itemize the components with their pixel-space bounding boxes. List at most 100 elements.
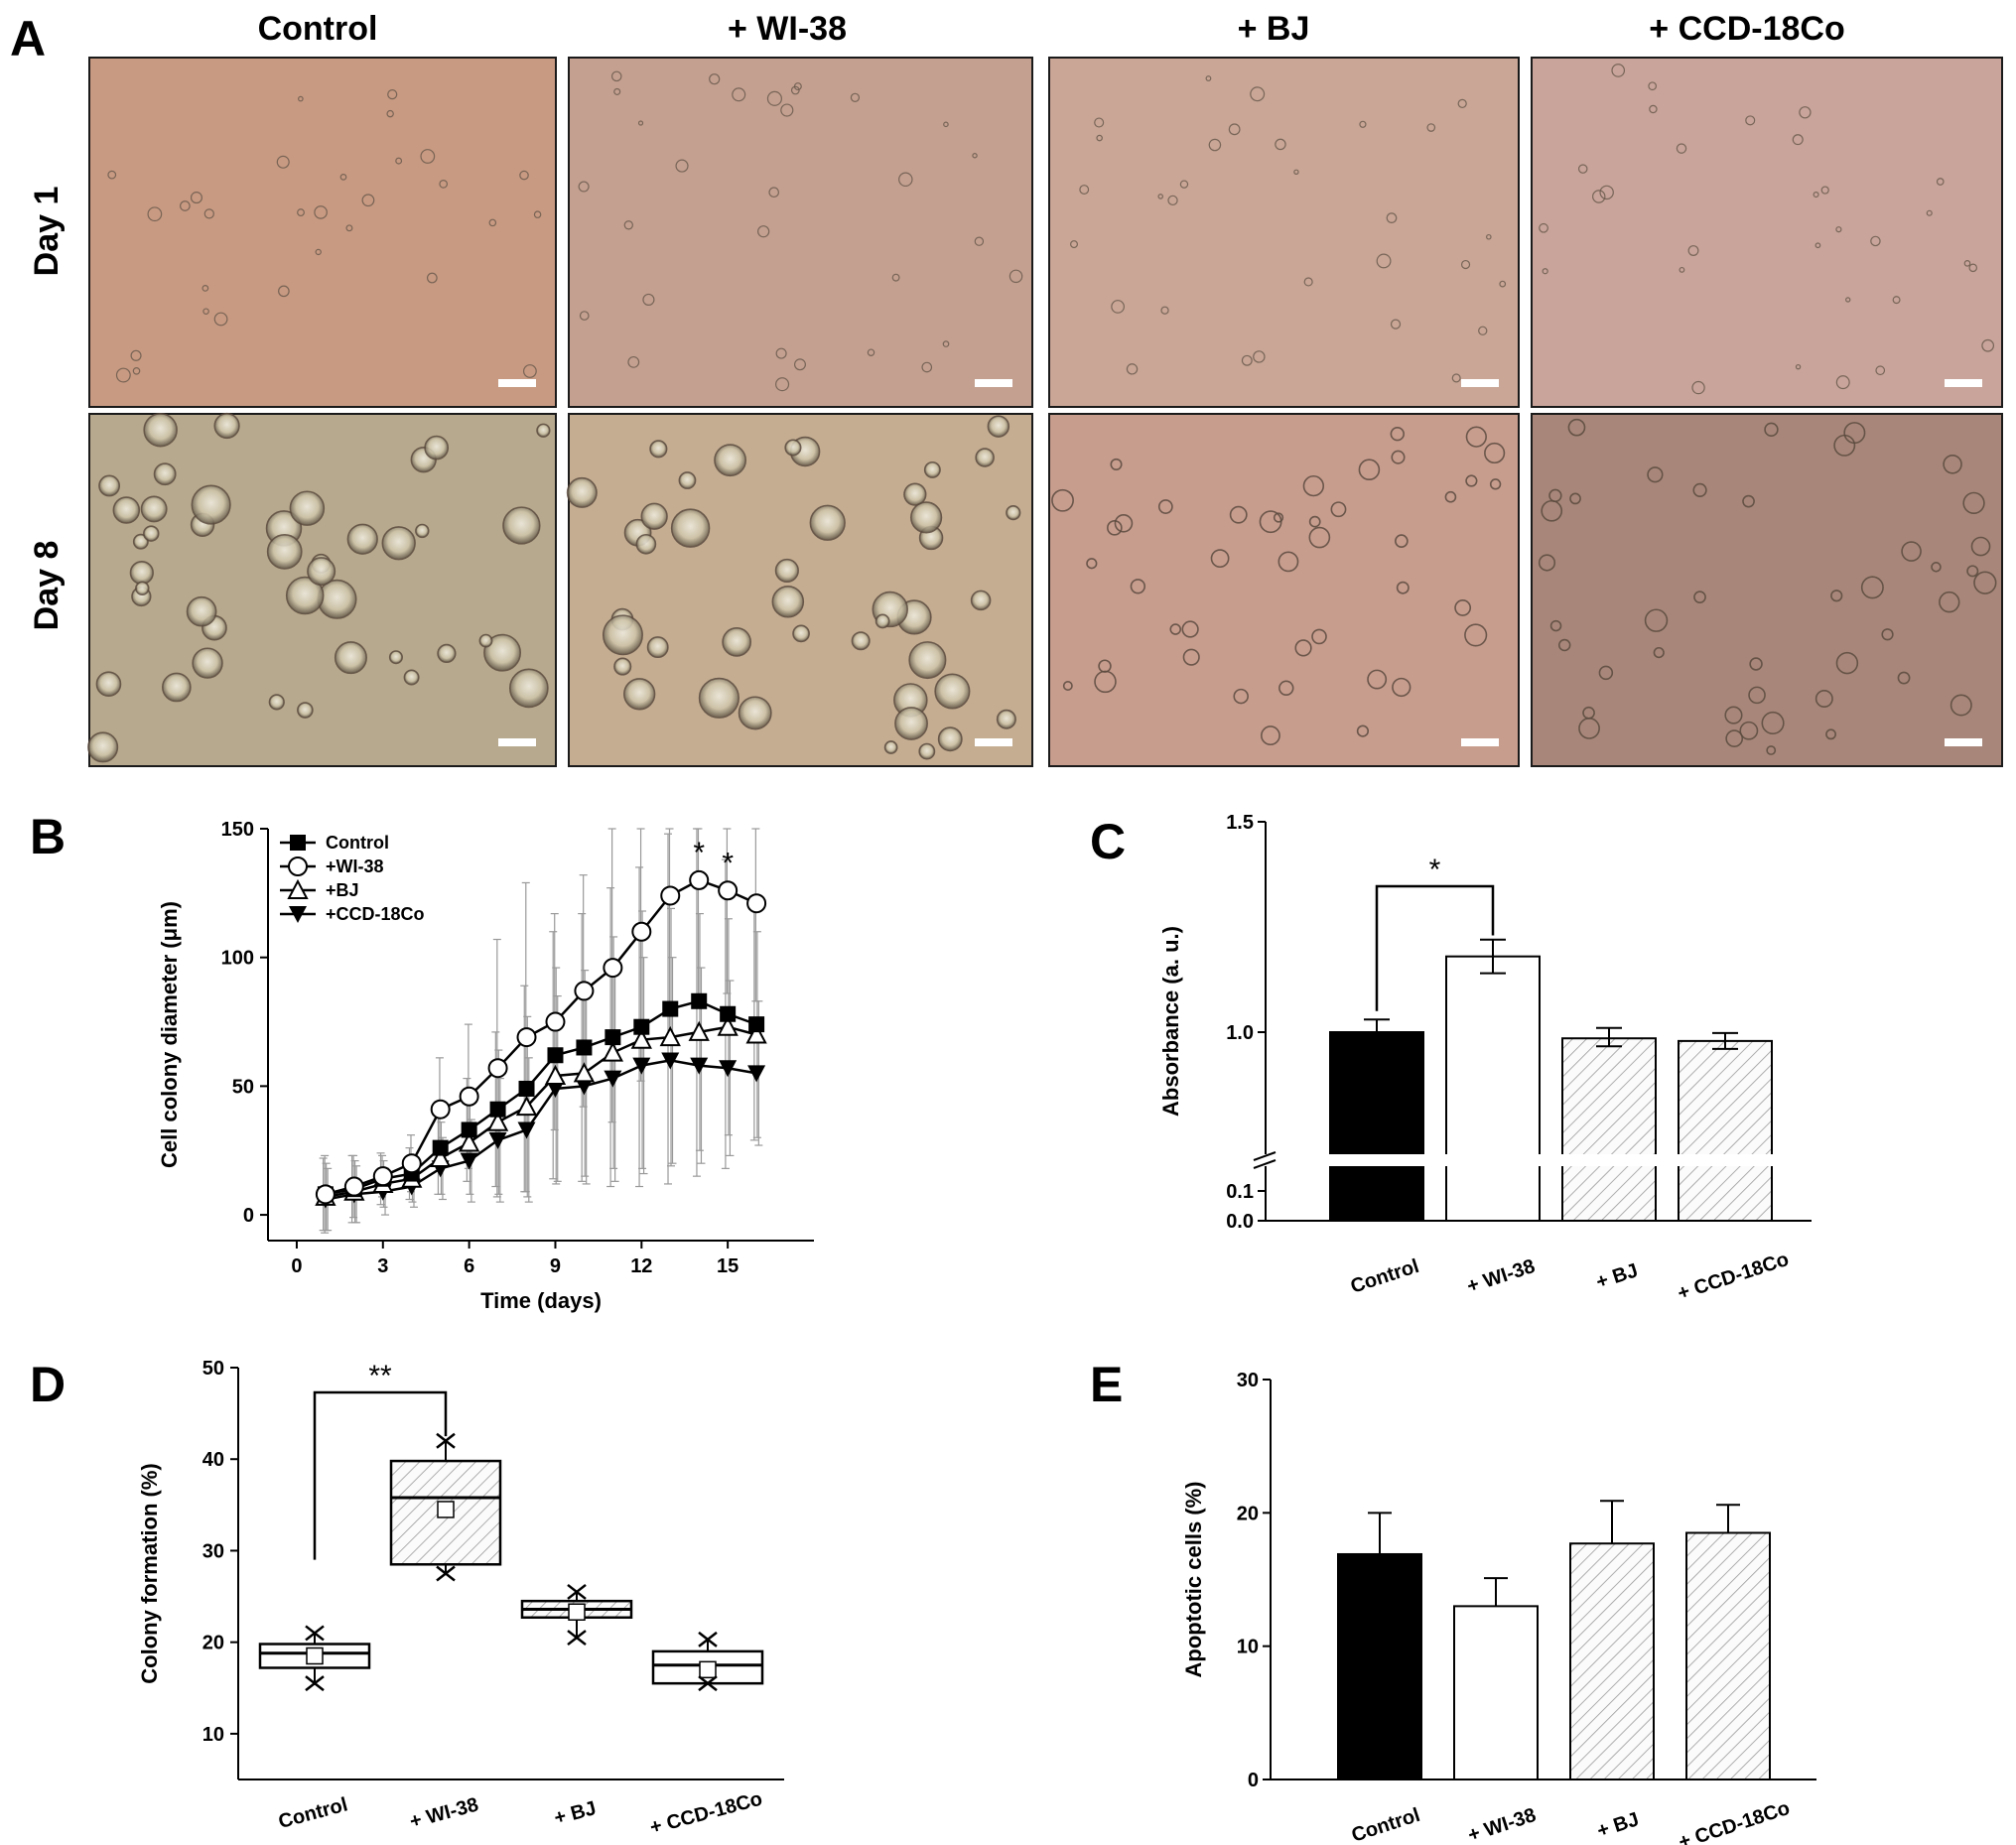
x-tick-label: 3 (377, 1255, 388, 1277)
cell (1293, 169, 1299, 175)
cell (1981, 338, 1995, 352)
cell (1208, 138, 1222, 152)
mean-marker (568, 1603, 586, 1621)
y-tick-label: 150 (221, 819, 254, 841)
cell (203, 208, 214, 219)
cell (1205, 75, 1212, 81)
data-point (315, 1184, 336, 1205)
data-point (691, 992, 708, 1009)
cell (420, 149, 436, 164)
cell (623, 678, 656, 711)
cell (1386, 212, 1398, 224)
cell (1943, 455, 1962, 474)
data-point (746, 893, 767, 914)
cell (1897, 671, 1911, 685)
cell (143, 412, 178, 448)
data-point (633, 1018, 650, 1035)
cell (298, 95, 304, 102)
cell (1107, 520, 1123, 536)
cell (508, 668, 549, 709)
series-line (325, 1059, 757, 1201)
cell (1692, 482, 1707, 498)
cell (578, 181, 590, 193)
data-point (432, 1139, 449, 1156)
cell (1761, 711, 1785, 735)
cell (775, 347, 787, 359)
cell (1745, 115, 1756, 126)
data-point (576, 1039, 593, 1056)
scale-bar (975, 379, 1012, 387)
cell (670, 508, 711, 548)
significance-bracket (1375, 884, 1495, 1011)
cell (1210, 549, 1230, 569)
cell (774, 558, 799, 584)
bar (1337, 1552, 1422, 1781)
cell (1302, 474, 1325, 497)
cell (1592, 190, 1606, 203)
x-tick-label: 15 (717, 1255, 739, 1277)
cell (268, 694, 285, 711)
cell (297, 702, 314, 719)
cell (1465, 474, 1478, 487)
category-label: + CCD-18Co (648, 1788, 765, 1839)
cell (1814, 242, 1821, 249)
cell (190, 192, 202, 204)
micrograph (568, 57, 1033, 408)
cell (974, 236, 985, 246)
cell (533, 210, 542, 218)
data-point (487, 1058, 508, 1079)
data-point (460, 1152, 478, 1170)
cell (98, 474, 121, 497)
cell (381, 526, 416, 561)
cell (1275, 138, 1286, 151)
cell (1126, 363, 1139, 375)
cell (850, 92, 861, 102)
cell (1814, 689, 1833, 709)
legend-label: +CCD-18Co (326, 904, 425, 924)
y-axis-title: Apoptotic cells (%) (1181, 1481, 1206, 1677)
y-tick-label: 10 (1237, 1637, 1259, 1658)
cell (790, 85, 800, 95)
cell (1253, 350, 1266, 363)
data-point (575, 1078, 594, 1096)
cell (675, 159, 689, 173)
cell (975, 448, 995, 467)
bar (1561, 1037, 1657, 1222)
bar (1453, 1605, 1539, 1781)
data-point (661, 1052, 680, 1070)
cell (1901, 541, 1922, 562)
panel-b: B 0 50 100 150 0 3 6 9 12 15 Time (days) Cell colon… (30, 809, 814, 1313)
cell (1391, 450, 1406, 464)
cell (1742, 494, 1755, 508)
cell (345, 224, 353, 232)
y-tick-label: 0.1 (1226, 1181, 1254, 1203)
cell (1079, 185, 1090, 195)
cell (112, 496, 141, 524)
cell (1114, 514, 1134, 533)
cell (95, 671, 122, 698)
micrograph (568, 413, 1033, 767)
cell (1647, 466, 1664, 483)
cell (1970, 536, 1991, 557)
category-label: Control (1349, 1804, 1422, 1845)
data-point (547, 1047, 564, 1064)
category-label: + WI-38 (1465, 1804, 1539, 1845)
cell (1739, 721, 1759, 740)
cell (1644, 608, 1669, 632)
cell (937, 726, 963, 752)
cell (522, 364, 537, 378)
y-tick-label: 10 (202, 1724, 224, 1746)
cell (1549, 619, 1562, 632)
cell (1748, 686, 1766, 705)
cell (1936, 178, 1945, 186)
cell (87, 731, 119, 763)
cell (153, 462, 177, 486)
category-label: + WI-38 (408, 1793, 481, 1833)
cell (1484, 442, 1506, 464)
cell (649, 440, 668, 459)
data-point (489, 1101, 506, 1118)
significance-marker: * (693, 837, 705, 869)
cell (722, 626, 752, 657)
cell (1311, 628, 1327, 645)
